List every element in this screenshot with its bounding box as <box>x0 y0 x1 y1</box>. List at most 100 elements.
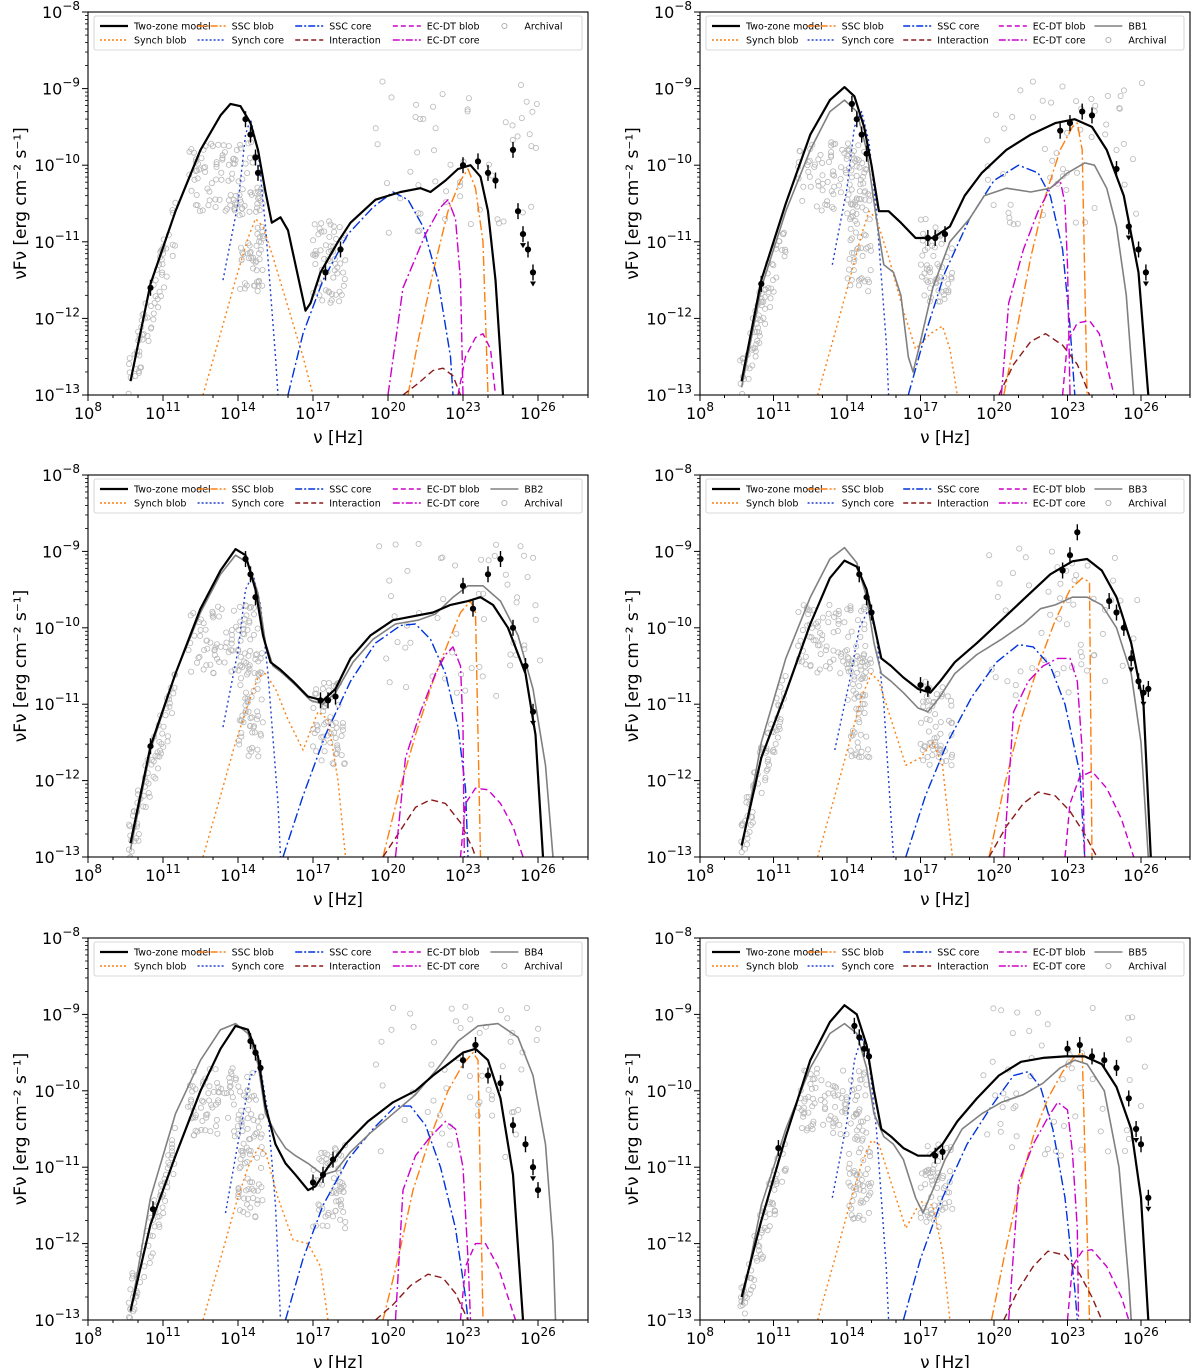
archival-point <box>1017 668 1024 675</box>
archival-point <box>764 758 771 765</box>
archival-point <box>934 1185 941 1192</box>
x-tick-label: 1014 <box>220 1325 256 1348</box>
data-point <box>865 1053 873 1060</box>
data-point <box>863 150 870 157</box>
archival-point <box>212 196 219 203</box>
archival-point <box>997 1128 1004 1135</box>
archival-points <box>738 545 1141 856</box>
archival-point <box>1097 1128 1104 1135</box>
archival-point <box>332 1208 339 1215</box>
archival-point <box>244 250 251 257</box>
archival-point <box>1121 181 1128 188</box>
legend-label: Two-zone model <box>133 948 211 959</box>
archival-point <box>310 705 317 712</box>
archival-point <box>838 1095 845 1102</box>
archival-point <box>837 175 844 182</box>
archival-point <box>254 224 261 231</box>
archival-point <box>244 1195 251 1202</box>
archival-point <box>842 169 849 176</box>
archival-point <box>1044 1146 1051 1153</box>
archival-point <box>379 78 386 85</box>
archival-point <box>837 1131 844 1138</box>
archival-point <box>244 1211 251 1218</box>
archival-point <box>316 225 323 232</box>
archival-point <box>233 623 240 630</box>
data-point <box>329 1156 337 1163</box>
legend-label: Archival <box>1128 962 1166 973</box>
series-two-zone-model <box>129 102 505 395</box>
archival-point <box>799 627 806 634</box>
archival-point <box>1029 78 1036 85</box>
archival-point <box>797 148 804 155</box>
archival-point <box>249 265 256 272</box>
archival-point <box>923 698 930 705</box>
archival-point <box>126 823 133 830</box>
archival-point <box>1022 554 1029 561</box>
archival-point <box>920 757 927 764</box>
archival-point <box>767 295 774 302</box>
archival-point <box>214 603 221 610</box>
archival-point <box>242 702 249 709</box>
archival-point <box>836 182 843 189</box>
archival-point <box>1119 662 1126 669</box>
archival-point <box>334 746 341 753</box>
archival-point <box>857 634 864 641</box>
archival-point <box>811 161 818 168</box>
archival-point <box>237 1156 244 1163</box>
y-tick-label: 10−11 <box>646 1154 692 1177</box>
archival-point <box>984 1131 991 1138</box>
legend-label: SSC blob <box>842 485 884 496</box>
archival-point <box>948 245 955 252</box>
archival-point <box>535 1025 542 1032</box>
data-point <box>254 169 262 176</box>
archival-point <box>920 230 927 237</box>
archival-point <box>772 741 779 748</box>
archival-point <box>854 246 861 253</box>
x-tick-label: 1011 <box>756 400 792 423</box>
archival-point <box>215 141 222 148</box>
archival-point <box>1133 210 1140 217</box>
x-tick-label: 1017 <box>295 400 331 423</box>
series-two-zone-model <box>740 86 1150 395</box>
archival-point <box>990 1005 997 1012</box>
archival-point <box>385 229 392 236</box>
archival-point <box>1009 1144 1016 1151</box>
legend-label: BB3 <box>1128 485 1147 496</box>
archival-point <box>401 1117 408 1124</box>
data-point <box>147 284 154 291</box>
archival-point <box>250 1117 257 1124</box>
archival-point <box>941 274 948 281</box>
archival-point <box>523 1005 530 1012</box>
legend-label: EC-DT blob <box>1033 22 1086 33</box>
archival-point <box>225 1114 232 1121</box>
archival-point <box>128 1275 135 1282</box>
archival-point <box>866 216 873 223</box>
x-tick-label: 1014 <box>829 862 865 885</box>
archival-point <box>169 1137 176 1144</box>
data-point <box>1066 552 1074 559</box>
archival-point <box>843 1094 850 1101</box>
archival-point <box>802 653 809 660</box>
archival-point <box>826 158 833 165</box>
archival-point <box>942 1183 949 1190</box>
legend-label: Synch blob <box>746 962 798 973</box>
archival-point <box>830 205 837 212</box>
archival-point <box>811 163 818 170</box>
archival-point <box>238 256 245 263</box>
x-axis-label: ν [Hz] <box>920 1353 970 1368</box>
archival-point <box>157 750 164 757</box>
archival-point <box>248 714 255 721</box>
archival-point <box>780 231 787 238</box>
archival-point <box>752 353 759 360</box>
archival-point <box>330 274 337 281</box>
archival-point <box>867 656 874 663</box>
archival-point <box>849 209 856 216</box>
archival-point <box>240 250 247 257</box>
archival-point <box>226 1079 233 1086</box>
archival-point <box>169 252 176 259</box>
archival-point <box>1113 146 1120 153</box>
archival-point <box>206 1097 213 1104</box>
archival-point <box>797 637 804 644</box>
archival-point <box>142 804 149 811</box>
archival-point <box>537 657 544 664</box>
